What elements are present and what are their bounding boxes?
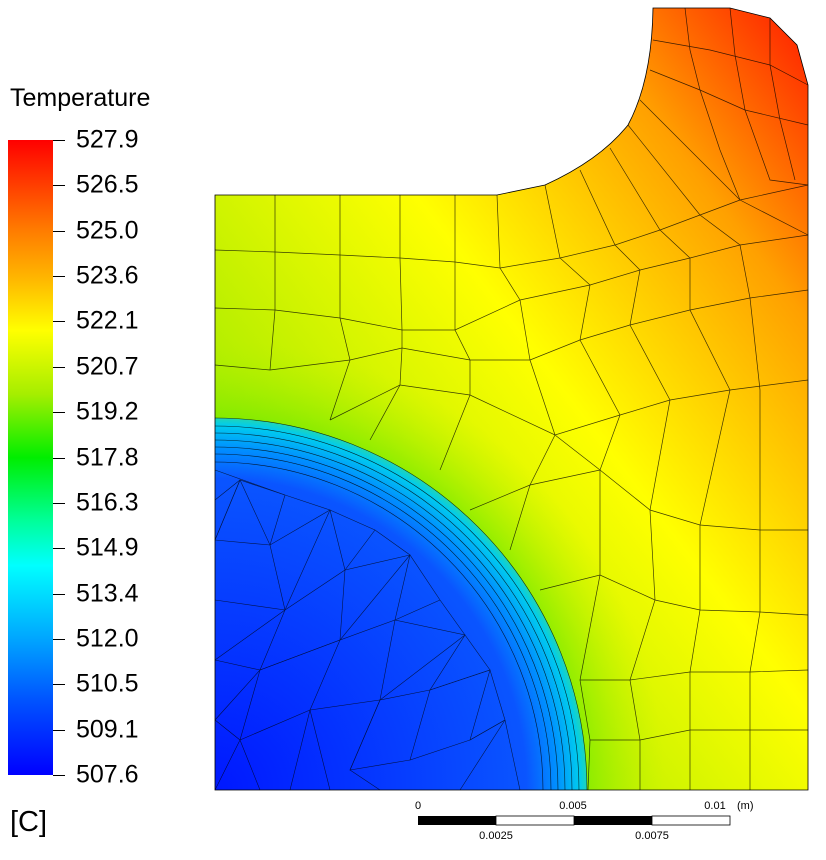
colorbar-tick-mark: [53, 502, 65, 504]
colorbar-tick-label: 507.6: [76, 760, 139, 789]
colorbar-tick-mark: [53, 593, 65, 595]
colorbar-tick-label: 522.1: [76, 306, 139, 335]
colorbar-tick-label: 517.8: [76, 443, 139, 471]
colorbar-tick-mark: [53, 185, 65, 187]
colorbar-tick-mark: [53, 276, 65, 278]
scale-unit: (m): [737, 800, 754, 812]
colorbar-tick-label: 519.2: [76, 397, 139, 426]
colorbar-tick-label: 509.1: [76, 715, 139, 744]
scale-segment-3: [574, 816, 652, 825]
colorbar-tick-label: 512.0: [76, 624, 139, 653]
colorbar-tick-mark: [53, 638, 65, 640]
legend-title: Temperature: [10, 84, 151, 112]
colorbar-tick-label: 520.7: [76, 352, 139, 381]
colorbar-tick-mark: [53, 140, 65, 141]
legend-unit: [C]: [10, 806, 48, 838]
colorbar-tick-mark: [53, 230, 65, 232]
scale-segment-2: [495, 815, 575, 826]
colorbar-tick-label: 510.5: [76, 669, 139, 698]
scale-bar: 0 0.005 0.01 (m) 0.0025 0.0075: [415, 800, 754, 842]
outer-mesh: [214, 7, 809, 791]
colorbar-tick-mark: [53, 684, 65, 686]
colorbar-tick-mark: [53, 457, 65, 459]
cold-inclusion: [215, 418, 587, 790]
scale-label-0.01: 0.01: [704, 800, 725, 812]
colorbar-tick-mark: [53, 548, 65, 550]
scale-segment-1: [418, 816, 496, 825]
colorbar-tick-mark: [53, 412, 65, 414]
colorbar-tick-label: 516.3: [76, 488, 139, 517]
colorbar-tick-label: 513.4: [76, 579, 139, 608]
boundary-layers: [214, 417, 588, 791]
colorbar-tick-mark: [53, 775, 65, 776]
domain-outline: [214, 7, 809, 791]
colorbar-tick-label: 526.5: [76, 170, 139, 199]
inner-mesh: [214, 469, 521, 791]
colorbar-tick-label: 514.9: [76, 533, 139, 562]
temperature-colorbar: [8, 140, 53, 775]
colorbar-tick-label: 525.0: [76, 216, 139, 245]
colorbar-tick-label: 527.9: [76, 125, 139, 154]
colorbar-tick-mark: [53, 321, 65, 323]
scale-label-0: 0: [415, 800, 421, 812]
scale-label-0.0075: 0.0075: [635, 830, 669, 842]
scale-segment-4: [651, 815, 731, 826]
scale-label-0.0025: 0.0025: [479, 830, 513, 842]
scale-label-0.005: 0.005: [559, 800, 587, 812]
colorbar-tick-mark: [53, 366, 65, 368]
colorbar-tick-label: 523.6: [76, 261, 139, 290]
colorbar-tick-mark: [53, 729, 65, 731]
